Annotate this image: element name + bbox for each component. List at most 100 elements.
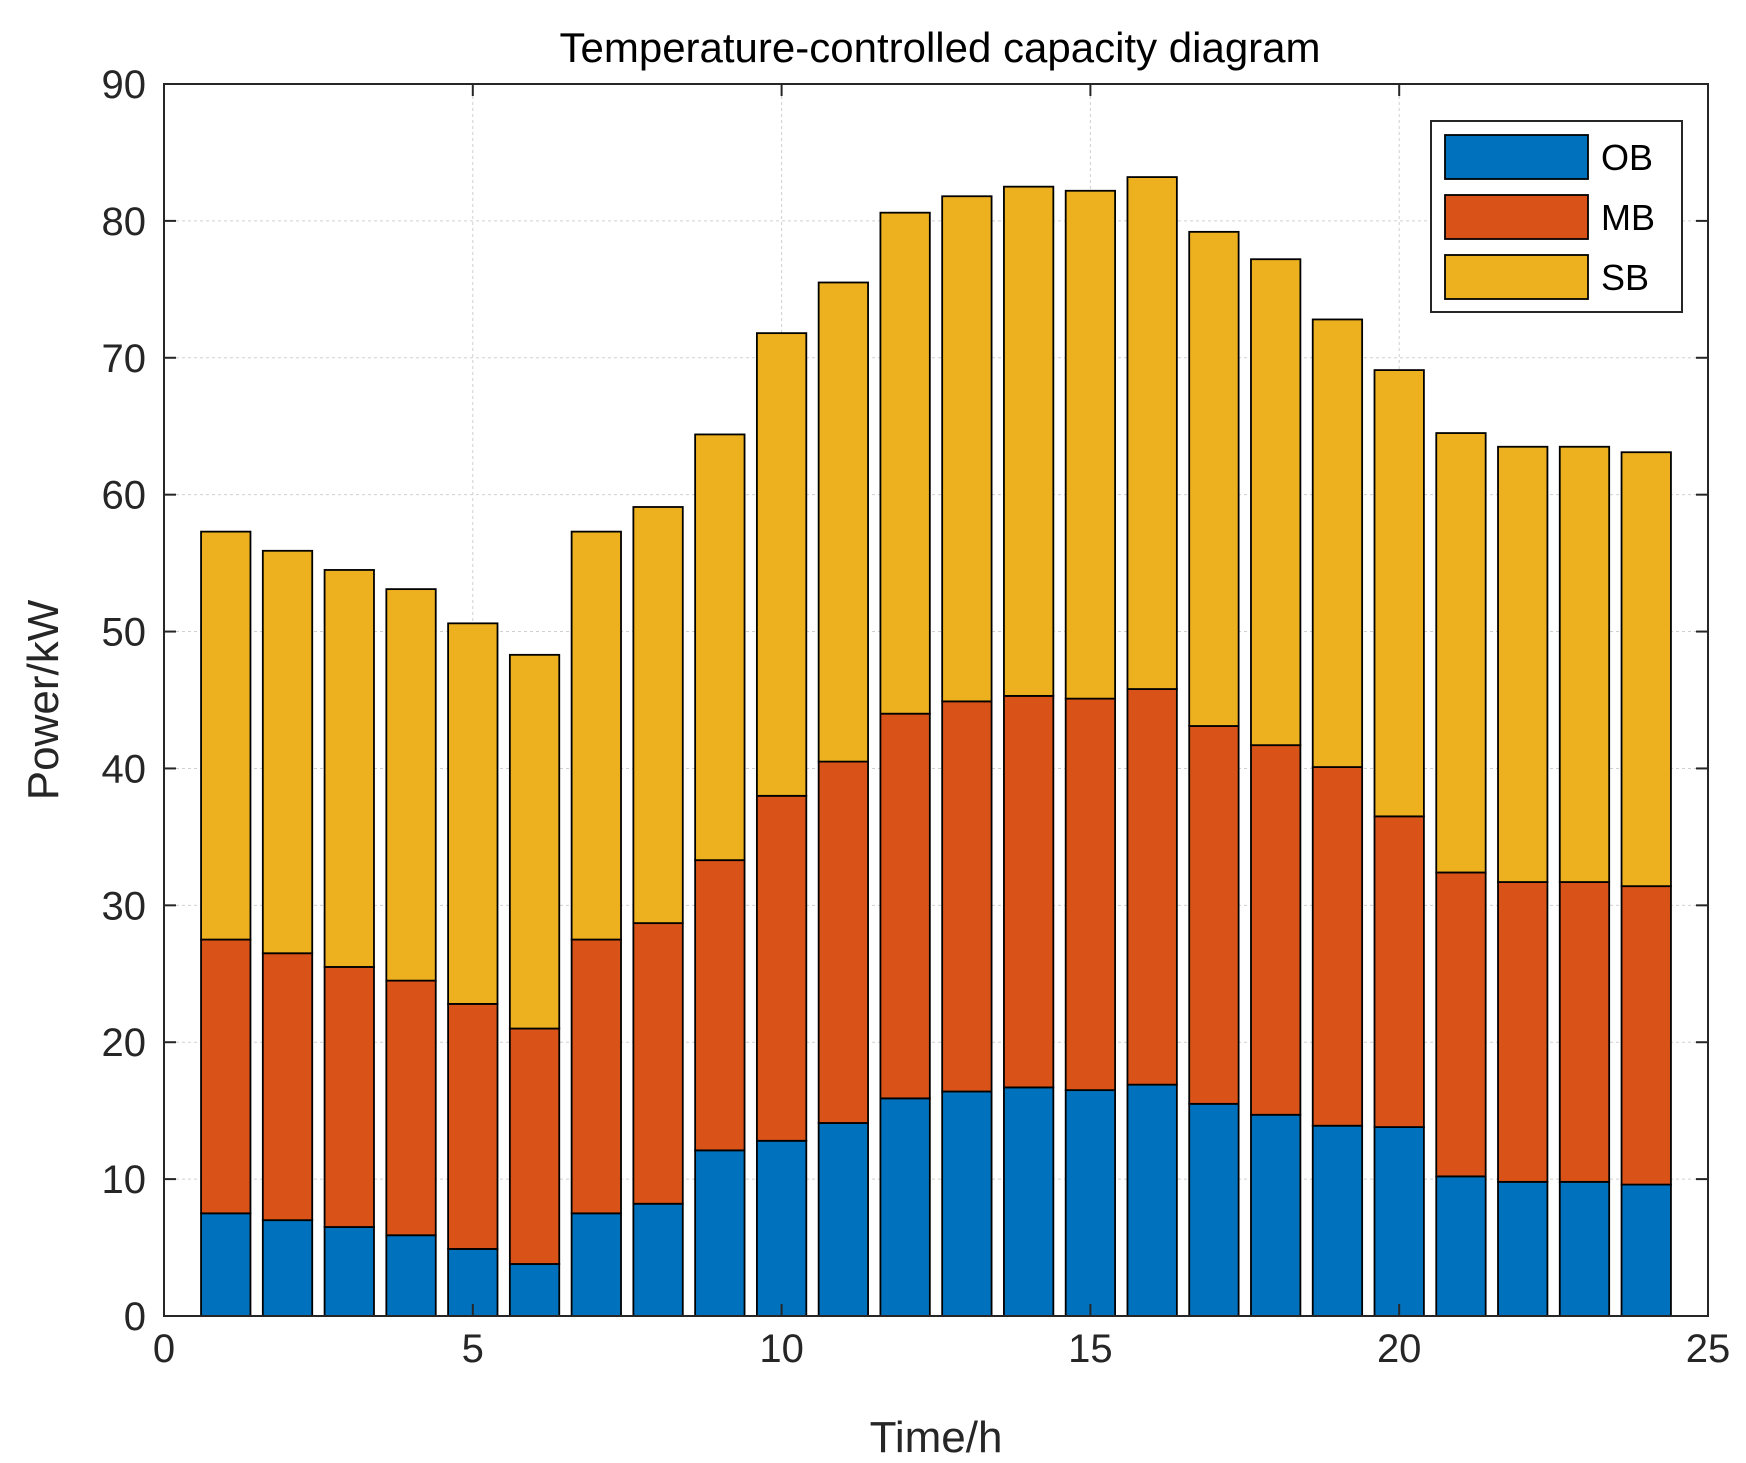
axes-box — [163, 83, 1709, 1317]
bar-sb-13 — [941, 195, 993, 703]
bar-mb-15 — [1064, 697, 1117, 1092]
bar-mb-24 — [1620, 885, 1672, 1186]
x-axis-label: Time/h — [870, 1413, 1003, 1462]
bar-ob-17 — [1188, 1102, 1240, 1317]
y-tick-label: 80 — [102, 200, 147, 244]
chart-title: Temperature-controlled capacity diagram — [559, 24, 1320, 71]
y-tick-label: 0 — [124, 1295, 146, 1339]
bar-ob-23 — [1558, 1180, 1611, 1317]
bar-mb-4 — [385, 979, 437, 1237]
y-tick-label: 40 — [102, 747, 147, 791]
bar-ob-20 — [1373, 1126, 1425, 1317]
bar-sb-1 — [200, 530, 252, 941]
legend-label-ob: OB — [1601, 137, 1653, 178]
bar-mb-21 — [1435, 871, 1487, 1178]
axes-layer — [163, 83, 1709, 1317]
bar-mb-2 — [261, 952, 314, 1222]
bar-sb-10 — [755, 332, 808, 797]
x-tick-label: 5 — [462, 1327, 484, 1371]
x-tick-label: 20 — [1377, 1327, 1422, 1371]
bar-ob-24 — [1620, 1183, 1672, 1317]
bar-ob-14 — [1003, 1086, 1055, 1317]
bar-ob-6 — [508, 1263, 561, 1317]
bar-mb-3 — [323, 966, 375, 1228]
legend-swatch-mb — [1444, 194, 1589, 240]
legend-swatch-ob — [1444, 134, 1589, 180]
bar-ob-16 — [1126, 1083, 1178, 1317]
bar-sb-19 — [1311, 318, 1364, 768]
bar-ob-22 — [1497, 1180, 1549, 1317]
bar-sb-24 — [1620, 451, 1672, 888]
bar-ob-10 — [755, 1139, 808, 1317]
bar-sb-9 — [694, 433, 746, 862]
bar-ob-7 — [570, 1212, 622, 1317]
bar-ob-12 — [879, 1097, 931, 1317]
bar-sb-3 — [323, 569, 375, 968]
bar-mb-20 — [1373, 815, 1425, 1128]
bar-sb-8 — [632, 506, 684, 925]
legend-label-sb: SB — [1601, 257, 1649, 298]
bar-mb-10 — [755, 794, 808, 1142]
bar-sb-18 — [1250, 258, 1302, 747]
bar-mb-5 — [447, 1002, 499, 1250]
x-tick-label: 0 — [153, 1327, 175, 1371]
bar-ob-13 — [941, 1090, 993, 1317]
bar-ob-4 — [385, 1234, 437, 1317]
bar-sb-23 — [1558, 445, 1611, 883]
bar-sb-17 — [1188, 230, 1240, 727]
bar-ob-3 — [323, 1226, 375, 1317]
bar-sb-16 — [1126, 176, 1178, 690]
bar-sb-5 — [447, 622, 499, 1005]
y-tick-label: 70 — [102, 337, 147, 381]
bar-sb-11 — [817, 281, 869, 763]
bar-mb-11 — [817, 760, 869, 1124]
bar-mb-7 — [570, 938, 622, 1215]
bar-mb-8 — [632, 922, 684, 1205]
legend-label-mb: MB — [1601, 197, 1655, 238]
bar-ob-8 — [632, 1202, 684, 1317]
bar-sb-7 — [570, 530, 622, 941]
bar-sb-21 — [1435, 432, 1487, 874]
x-tick-label: 15 — [1068, 1327, 1113, 1371]
bar-mb-23 — [1558, 881, 1611, 1183]
bar-ob-15 — [1064, 1089, 1117, 1317]
bar-ob-2 — [261, 1219, 314, 1317]
legend-swatch-sb — [1444, 254, 1589, 300]
x-tick-label: 25 — [1686, 1327, 1731, 1371]
bar-ob-21 — [1435, 1175, 1487, 1317]
bar-ob-19 — [1311, 1124, 1364, 1317]
bar-mb-9 — [694, 859, 746, 1152]
bar-sb-2 — [261, 549, 314, 955]
bar-mb-1 — [200, 938, 252, 1215]
bar-mb-18 — [1250, 744, 1302, 1116]
y-axis-label: Power/kW — [19, 599, 68, 800]
bar-mb-6 — [508, 1027, 561, 1265]
y-tick-label: 60 — [102, 474, 147, 518]
bar-sb-15 — [1064, 189, 1117, 700]
bar-mb-19 — [1311, 766, 1364, 1127]
x-tick-label: 10 — [759, 1327, 804, 1371]
bar-sb-22 — [1497, 445, 1549, 883]
bar-sb-4 — [385, 588, 437, 982]
y-tick-label: 90 — [102, 63, 147, 107]
bars-layer — [200, 176, 1672, 1317]
y-tick-label: 50 — [102, 611, 147, 655]
bar-mb-13 — [941, 700, 993, 1093]
bar-sb-14 — [1003, 185, 1055, 697]
bar-ob-9 — [694, 1149, 746, 1317]
bar-mb-22 — [1497, 881, 1549, 1183]
bar-sb-6 — [508, 653, 561, 1030]
bar-ob-1 — [200, 1212, 252, 1317]
bar-ob-11 — [817, 1122, 869, 1317]
bar-mb-14 — [1003, 694, 1055, 1089]
bar-sb-20 — [1373, 369, 1425, 818]
ticks-layer: 0 5 10 15 20 25 0 10 20 30 40 50 60 70 80 90 — [102, 63, 1731, 1371]
bar-mb-12 — [879, 712, 931, 1100]
bar-mb-16 — [1126, 688, 1178, 1086]
bar-ob-18 — [1250, 1113, 1302, 1317]
y-tick-label: 10 — [102, 1158, 147, 1202]
y-tick-label: 20 — [102, 1021, 147, 1065]
y-tick-label: 30 — [102, 884, 147, 928]
legend: OB MB SB — [1430, 120, 1683, 313]
